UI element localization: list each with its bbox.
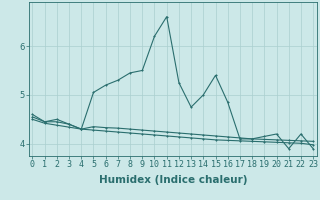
X-axis label: Humidex (Indice chaleur): Humidex (Indice chaleur) bbox=[99, 175, 247, 185]
